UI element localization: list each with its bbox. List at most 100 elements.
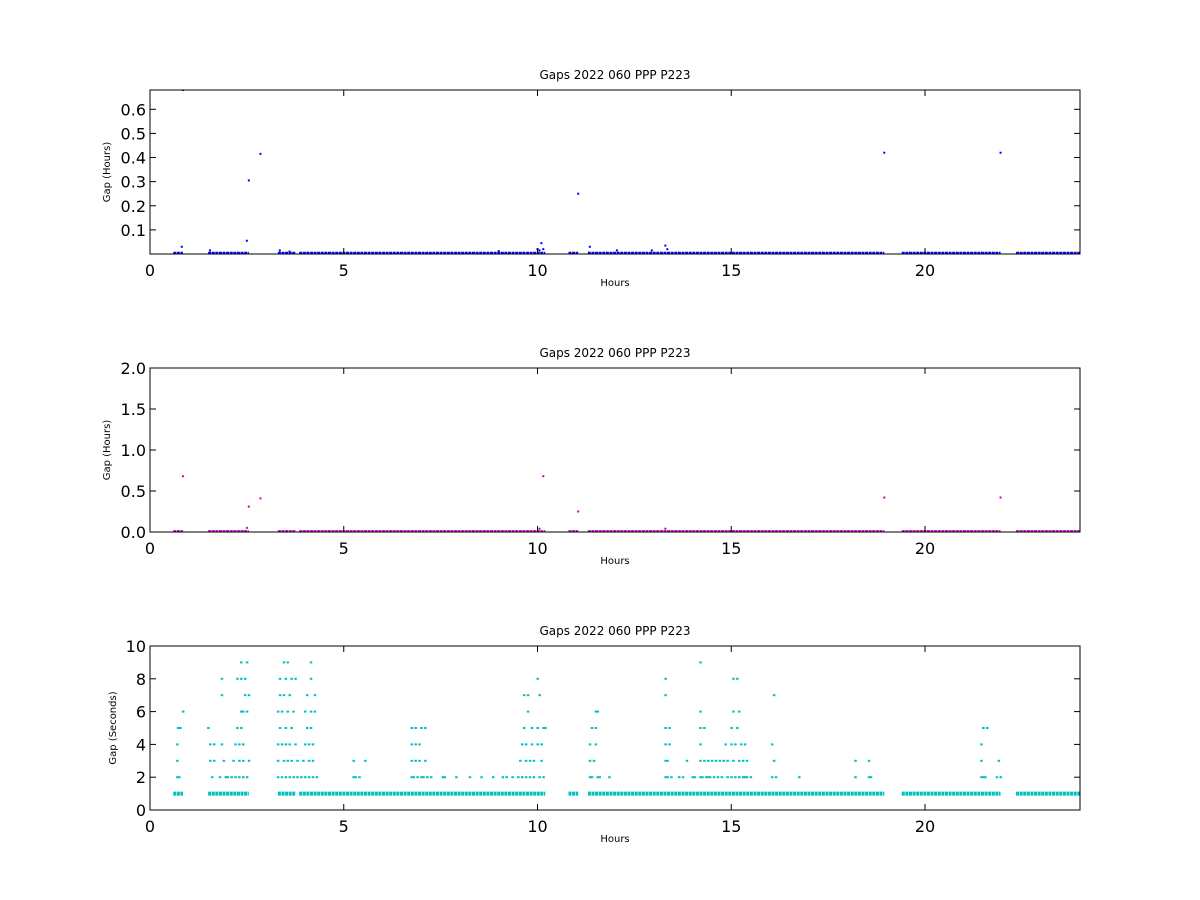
y-tick-label: 4 [136,735,146,754]
data-point [664,743,667,746]
data-point [245,776,249,779]
data-point [608,776,611,779]
data-point [716,776,720,779]
data-point [707,776,710,779]
data-point [280,776,284,779]
x-tick-label: 20 [915,261,935,280]
x-tick-label: 15 [721,261,741,280]
x-tick-label: 5 [339,261,349,280]
x-axis-label: Hours [600,556,629,567]
data-point [410,727,414,729]
data-point [707,759,710,762]
data-point [414,743,417,746]
x-tick-label: 10 [527,261,547,280]
data-point [699,759,702,762]
data-point [296,759,299,762]
y-axis-label: Gap (Hours) [102,420,113,481]
data-point [701,776,704,779]
data-point [519,759,522,762]
chart-title: Gaps 2022 060 PPP P223 [539,346,690,360]
data-point [288,743,291,746]
data-point [536,677,539,680]
data-point [524,759,528,762]
data-point [712,776,716,779]
data-point [480,776,483,779]
data-point [176,743,179,746]
data-point [286,759,290,762]
data-point [286,710,290,713]
data-point [542,776,545,779]
data-point [538,249,541,252]
data-point [309,677,313,680]
data-point [538,527,541,530]
data-point [313,694,317,697]
data-point [664,759,667,762]
data-point [410,759,414,762]
data-point [290,727,293,729]
data-point [209,759,212,762]
data-point [615,249,618,252]
data-point [999,776,1003,779]
data-point [243,694,247,697]
data-point [245,526,248,529]
data-point [418,743,421,746]
data-point [590,776,594,779]
data-point [883,151,886,154]
data-point [685,759,689,762]
data-point [505,776,508,779]
data-point [288,694,291,697]
data-point [284,743,288,746]
data-point [176,776,179,779]
data-point [410,776,414,779]
x-tick-label: 15 [721,817,741,836]
data-point [238,759,241,762]
data-point [530,743,534,746]
data-point [693,776,696,779]
data-point [245,239,248,242]
data-point [542,475,545,478]
data-point [596,776,600,779]
data-point [598,776,601,779]
data-point [668,743,671,746]
data-point [526,694,530,697]
data-point [666,248,669,251]
data-point [883,496,886,499]
axes-frame [149,89,1081,255]
data-point [590,727,594,729]
data-point [309,661,313,664]
y-tick-label: 0.6 [121,100,146,119]
data-point [542,727,545,729]
data-point [181,710,185,713]
data-point [414,759,417,762]
data-point [240,677,243,680]
data-point [247,179,250,182]
data-point [180,245,183,248]
data-point [521,743,524,746]
data-point [424,727,427,729]
data-point [540,759,543,762]
data-point [734,776,737,779]
data-point [441,776,445,779]
data-point [424,759,427,762]
data-point [352,776,355,779]
data-point [749,776,753,779]
data-point [286,661,290,664]
data-point [594,743,598,746]
data-point [280,743,284,746]
data-point [772,759,776,762]
y-tick-label: 2 [136,768,146,787]
data-point [540,242,543,245]
data-point [986,727,989,729]
axes-frame [149,645,1081,811]
data-marks [173,661,1080,796]
data-point [412,776,415,779]
data-point [230,776,233,779]
chart-title: Gaps 2022 060 PPP P223 [539,68,690,82]
data-point [429,776,433,779]
data-point [278,694,282,697]
data-point [738,759,741,762]
data-point [588,776,592,779]
data-point [666,759,669,762]
data-point [997,759,1001,762]
data-point [410,743,414,746]
